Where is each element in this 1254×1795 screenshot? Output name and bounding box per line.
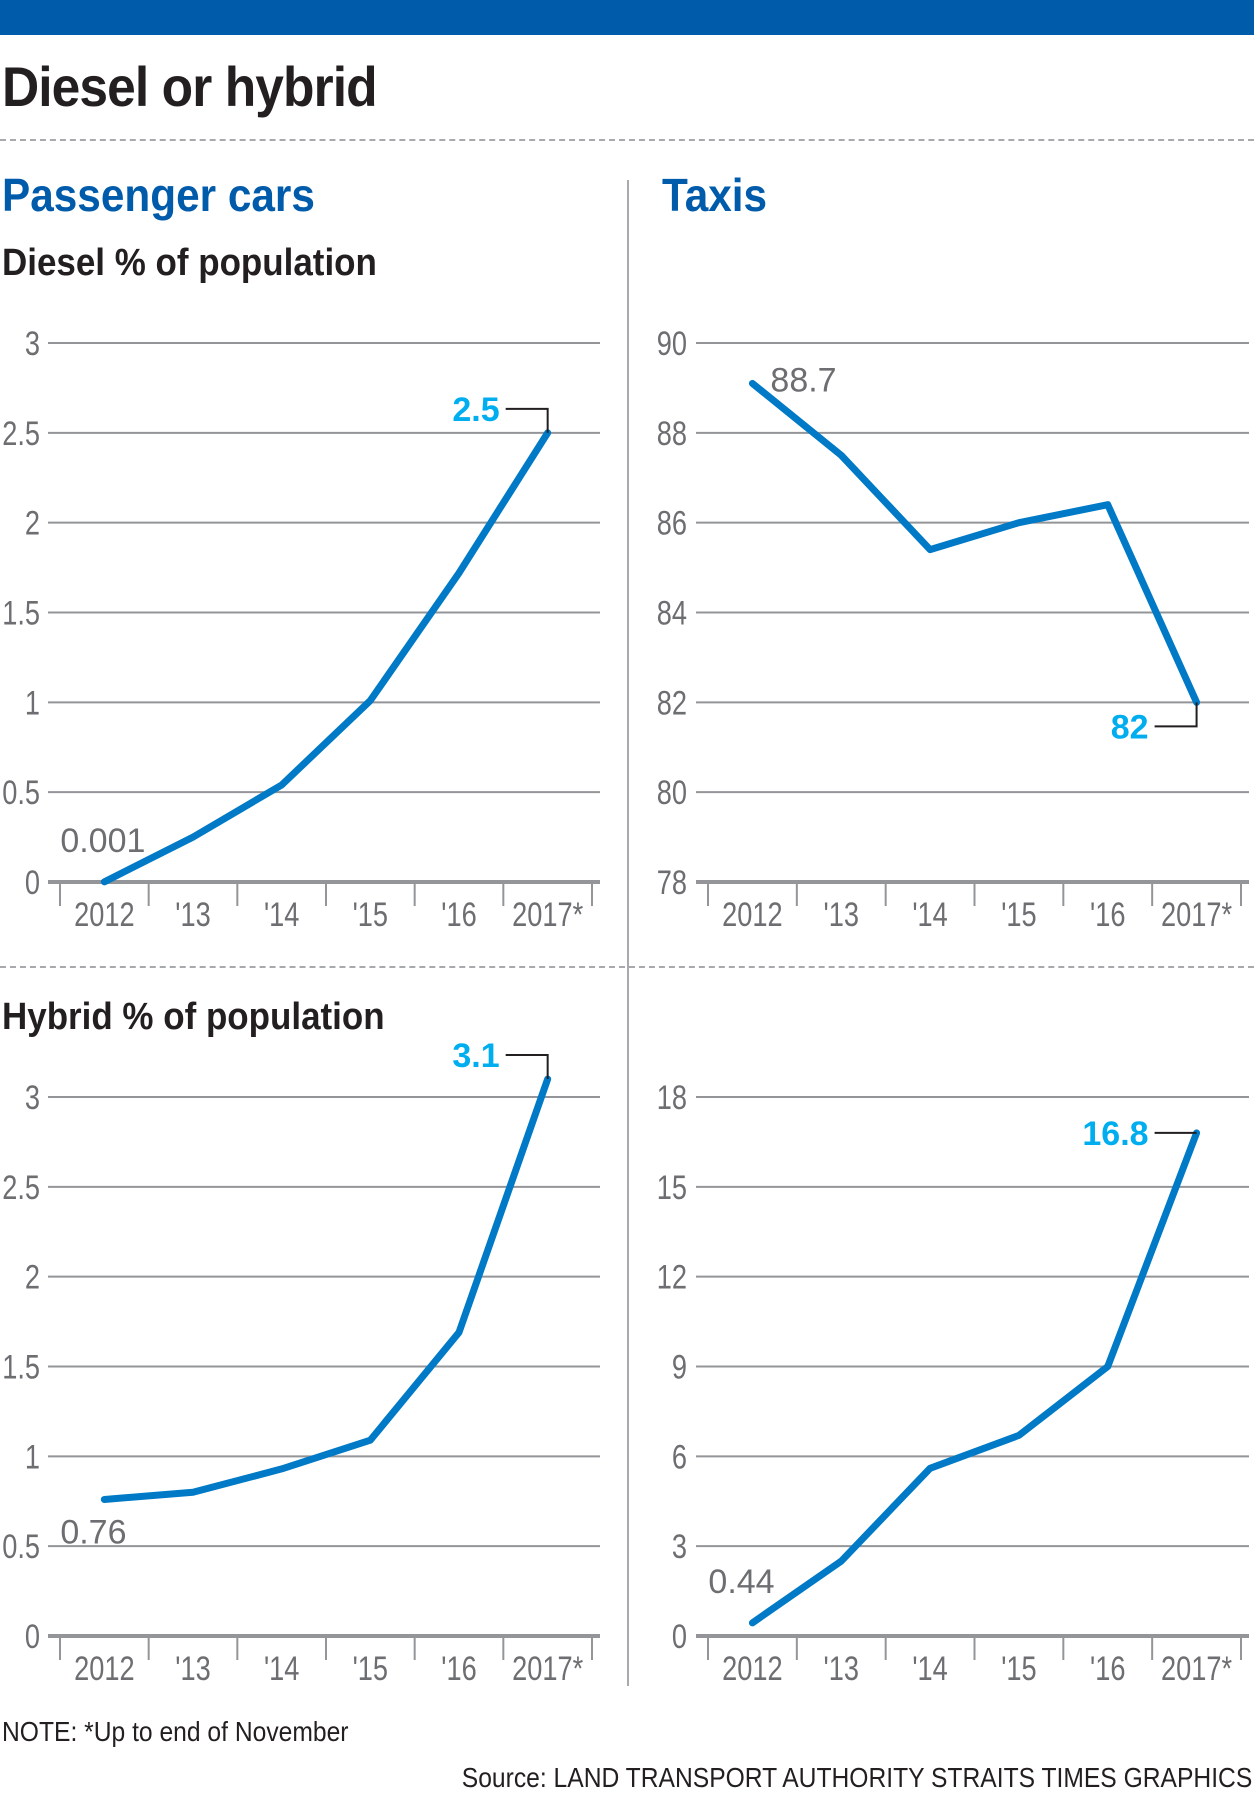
y-tick-label: 0 <box>25 1617 40 1656</box>
series-line <box>748 379 1201 706</box>
column-divider <box>627 180 629 1686</box>
y-tick-label: 78 <box>657 863 687 902</box>
y-tick-label: 80 <box>657 773 687 812</box>
y-tick-label: 90 <box>657 324 687 363</box>
x-tick-label: 2017* <box>512 895 583 934</box>
chart-hybrid-cars: 0 0.5 1 1.5 2 2.5 3 2012 '13 '14 '15 '16 2017* 0.76 3.… <box>2 1037 600 1688</box>
y-tick-label: 2 <box>25 504 40 543</box>
x-tick-label: '15 <box>1001 1649 1036 1688</box>
x-tick-label: '16 <box>1090 1649 1125 1688</box>
y-tick-label: 1.5 <box>2 1348 40 1387</box>
section-title-taxis: Taxis <box>662 169 768 221</box>
y-tick-label: 3 <box>25 324 40 363</box>
x-tick-label: '13 <box>175 1649 210 1688</box>
x-tick-label: '14 <box>264 895 299 934</box>
x-tick-label: '16 <box>441 1649 476 1688</box>
x-tick-label: '15 <box>353 1649 388 1688</box>
y-tick-label: 86 <box>657 504 687 543</box>
end-value-label: 3.1 <box>452 1037 499 1075</box>
start-value-label: 0.76 <box>60 1513 126 1551</box>
y-tick-label: 3 <box>25 1078 40 1117</box>
y-tick-label: 6 <box>672 1437 687 1476</box>
y-tick-label: 2.5 <box>2 1168 40 1207</box>
x-tick-label: 2017* <box>1161 895 1232 934</box>
x-tick-label: '13 <box>175 895 210 934</box>
y-tick-label: 0 <box>672 1617 687 1656</box>
x-tick-label: '16 <box>1090 895 1125 934</box>
x-tick-label: 2017* <box>512 1649 583 1688</box>
y-tick-label: 0.5 <box>2 773 40 812</box>
series-line <box>748 1129 1201 1627</box>
x-tick-label: 2012 <box>722 895 782 934</box>
y-tick-label: 2.5 <box>2 414 40 453</box>
y-tick-label: 2 <box>25 1258 40 1297</box>
y-tick-label: 1 <box>25 683 40 722</box>
x-tick-label: 2012 <box>74 895 134 934</box>
y-tick-label: 1.5 <box>2 594 40 633</box>
footnote: NOTE: *Up to end of November <box>2 1716 349 1747</box>
x-tick-label: 2012 <box>722 1649 782 1688</box>
chart-hybrid-taxis: 0 3 6 9 12 15 18 2012 '13 '14 '15 '16 2017* 0.44 16.8 <box>657 1078 1249 1688</box>
series-line <box>100 1075 552 1503</box>
leader-line <box>505 1054 549 1080</box>
y-tick-label: 84 <box>657 594 687 633</box>
x-tick-label: '16 <box>441 895 476 934</box>
end-value-label: 82 <box>1111 708 1149 746</box>
y-tick-label: 82 <box>657 683 687 722</box>
x-tick-label: '14 <box>912 1649 947 1688</box>
start-value-label: 0.001 <box>60 822 145 860</box>
y-tick-label: 1 <box>25 1437 40 1476</box>
subtitle-hybrid: Hybrid % of population <box>2 996 385 1038</box>
x-tick-label: 2012 <box>74 1649 134 1688</box>
chart-diesel-cars: 0 0.5 1 1.5 2 2.5 3 2012 '13 '14 '15 '16 2017* 0.001 2… <box>2 324 600 934</box>
x-tick-label: '13 <box>824 895 859 934</box>
y-tick-label: 0 <box>25 863 40 902</box>
leader-line <box>505 407 549 433</box>
x-tick-label: '13 <box>824 1649 859 1688</box>
brand-top-bar <box>0 0 1254 35</box>
x-tick-label: '15 <box>1001 895 1036 934</box>
y-tick-label: 9 <box>672 1348 687 1387</box>
leader-line <box>1154 702 1198 728</box>
y-tick-label: 0.5 <box>2 1527 40 1566</box>
page-title: Diesel or hybrid <box>2 55 378 118</box>
y-tick-label: 15 <box>657 1168 687 1207</box>
subtitle-diesel: Diesel % of population <box>2 242 377 284</box>
chart-diesel-taxis: 78 80 82 84 86 88 90 2012 '13 '14 '15 '16 2017* 88.7 8… <box>657 324 1249 934</box>
title-divider <box>0 139 1254 141</box>
section-title-passenger-cars: Passenger cars <box>2 169 315 221</box>
y-tick-label: 3 <box>672 1527 687 1566</box>
row-divider <box>0 966 1254 968</box>
x-tick-label: '14 <box>264 1649 299 1688</box>
y-tick-label: 88 <box>657 414 687 453</box>
x-tick-label: '14 <box>912 895 947 934</box>
x-tick-label: '15 <box>353 895 388 934</box>
end-value-label: 16.8 <box>1082 1115 1148 1153</box>
y-tick-label: 12 <box>657 1258 687 1297</box>
start-value-label: 0.44 <box>708 1563 774 1601</box>
end-value-label: 2.5 <box>452 391 499 429</box>
series-line <box>100 429 552 886</box>
y-tick-label: 18 <box>657 1078 687 1117</box>
start-value-label: 88.7 <box>770 361 836 399</box>
x-tick-label: 2017* <box>1161 1649 1232 1688</box>
source-credit: Source: LAND TRANSPORT AUTHORITY STRAITS… <box>461 1762 1252 1793</box>
